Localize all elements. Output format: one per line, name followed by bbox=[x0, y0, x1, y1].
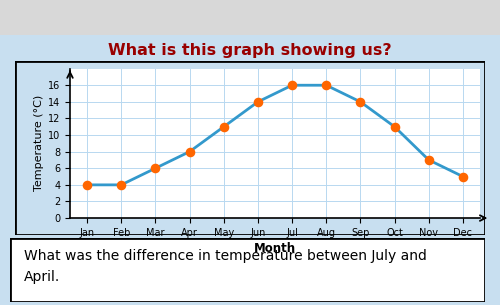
Point bbox=[83, 182, 91, 187]
Point bbox=[186, 149, 194, 154]
Point bbox=[288, 83, 296, 88]
Point bbox=[220, 124, 228, 129]
Point bbox=[356, 99, 364, 104]
Y-axis label: Temperature (°C): Temperature (°C) bbox=[34, 95, 43, 192]
Point bbox=[254, 99, 262, 104]
Text: What is this graph showing us?: What is this graph showing us? bbox=[108, 43, 392, 58]
Point bbox=[322, 83, 330, 88]
Text: What was the difference in temperature between July and
April.: What was the difference in temperature b… bbox=[24, 249, 427, 284]
Point bbox=[424, 157, 432, 162]
Point bbox=[459, 174, 467, 179]
X-axis label: Month: Month bbox=[254, 242, 296, 255]
Point bbox=[152, 166, 160, 171]
Point bbox=[117, 182, 125, 187]
Point bbox=[390, 124, 398, 129]
